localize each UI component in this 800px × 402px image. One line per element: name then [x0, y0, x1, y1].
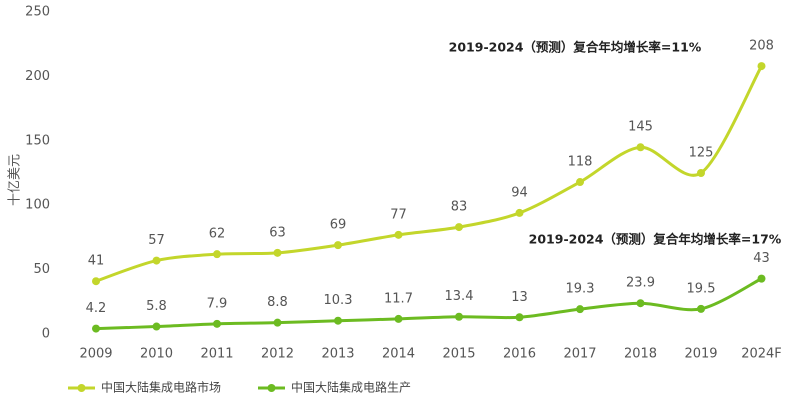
data-label: 69	[330, 218, 347, 233]
x-tick-label: 2019	[684, 347, 717, 362]
data-point	[455, 312, 463, 321]
data-label: 19.3	[566, 282, 595, 297]
x-tick-label: 2018	[624, 347, 657, 362]
data-label: 57	[148, 233, 165, 248]
data-point	[152, 322, 161, 331]
data-label: 145	[628, 120, 653, 135]
y-axis-label: 十亿美元	[8, 154, 23, 206]
legend-marker	[267, 384, 276, 392]
data-point	[636, 143, 645, 152]
x-tick-label: 2024F	[741, 347, 782, 362]
y-tick-label: 150	[25, 133, 50, 148]
data-point	[334, 316, 342, 325]
x-tick-label: 2017	[563, 347, 596, 362]
data-label: 208	[749, 39, 774, 54]
x-tick-label: 2011	[200, 347, 233, 362]
data-point	[697, 304, 705, 313]
data-label: 8.8	[267, 295, 288, 310]
data-point	[394, 314, 403, 323]
data-label: 4.2	[86, 301, 107, 316]
data-label: 77	[390, 207, 407, 222]
data-point	[273, 318, 282, 327]
data-point	[697, 169, 705, 177]
x-tick-label: 2009	[79, 347, 112, 362]
data-label: 83	[451, 200, 468, 215]
data-point	[576, 178, 584, 187]
x-tick-label: 2015	[442, 347, 475, 362]
data-label: 19.5	[687, 281, 716, 296]
x-tick-label: 2016	[503, 347, 536, 362]
data-label: 5.8	[146, 299, 167, 314]
data-label: 13.4	[445, 289, 474, 304]
y-tick-label: 0	[42, 327, 50, 342]
annotation: 2019-2024（预测）复合年均增长率=11%	[449, 40, 702, 55]
data-point	[152, 256, 161, 265]
data-label: 94	[511, 185, 528, 200]
data-point	[334, 241, 342, 250]
data-label: 11.7	[384, 291, 413, 306]
annotation: 2019-2024（预测）复合年均增长率=17%	[529, 232, 782, 247]
y-tick-label: 50	[33, 262, 50, 277]
data-point	[757, 62, 766, 71]
data-label: 10.3	[324, 293, 353, 308]
data-point	[394, 230, 403, 239]
data-label: 62	[209, 227, 226, 242]
y-tick-label: 100	[25, 198, 50, 213]
data-point	[92, 324, 100, 333]
series-line	[95, 277, 763, 331]
data-point	[576, 305, 584, 314]
data-point	[213, 319, 221, 328]
data-label: 13	[511, 290, 528, 305]
data-point	[515, 313, 524, 322]
data-label: 118	[568, 155, 593, 170]
x-tick-label: 2014	[382, 347, 415, 362]
x-tick-label: 2013	[321, 347, 354, 362]
legend-label: 中国大陆集成电路生产	[291, 380, 411, 395]
data-point	[515, 208, 524, 217]
data-point	[92, 277, 100, 286]
y-tick-label: 200	[25, 69, 50, 84]
series-line	[95, 65, 763, 283]
data-label: 41	[88, 254, 105, 269]
data-label: 125	[689, 146, 714, 161]
data-point	[273, 248, 282, 257]
data-label: 23.9	[626, 276, 655, 291]
x-tick-label: 2010	[140, 347, 173, 362]
legend-label: 中国大陆集成电路市场	[101, 380, 221, 395]
data-point	[455, 223, 463, 232]
y-tick-label: 250	[25, 5, 50, 20]
data-point	[213, 250, 221, 259]
legend-marker	[77, 384, 86, 392]
data-label: 7.9	[207, 296, 228, 311]
data-label: 63	[269, 225, 286, 240]
data-point	[636, 299, 645, 308]
data-label: 43	[753, 251, 770, 266]
data-point	[757, 274, 766, 283]
x-tick-label: 2012	[261, 347, 294, 362]
